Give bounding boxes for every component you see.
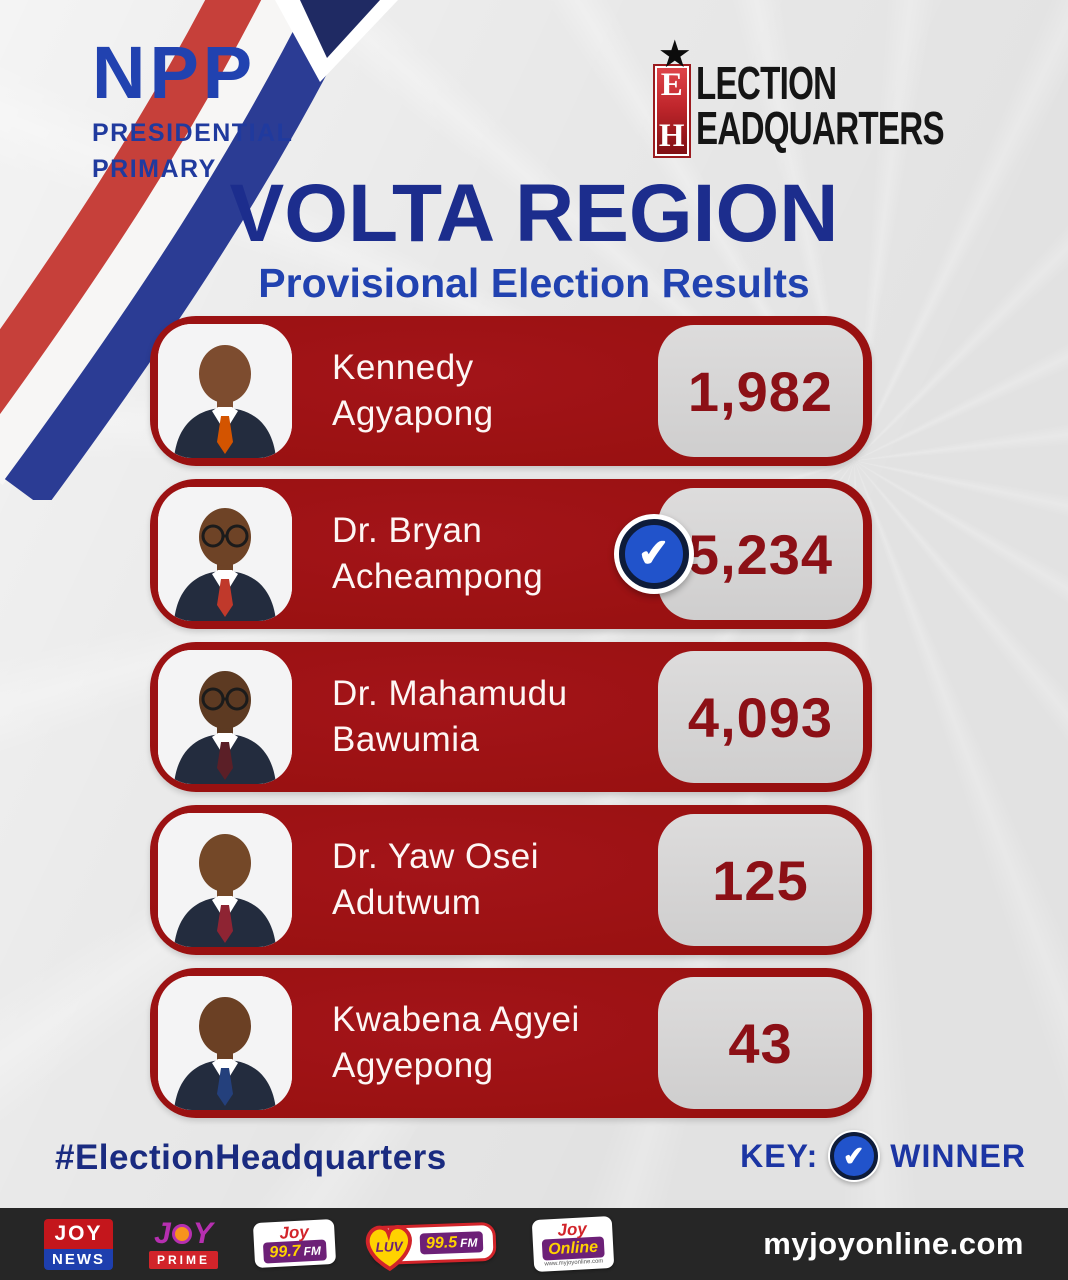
vote-count-box: 4,093 <box>658 651 863 783</box>
result-row: Dr. Bryan Acheampong ✔ 5,234 <box>150 479 872 629</box>
candidate-photo <box>158 976 292 1110</box>
candidate-photo <box>158 813 292 947</box>
joy-prime-y: Y <box>192 1217 213 1250</box>
luv-995-fm: FM <box>460 1235 479 1251</box>
joy-prime-logo: J Y PRIME <box>149 1217 219 1269</box>
candidate-name: Dr. Bryan Acheampong <box>332 508 543 600</box>
candidate-photo <box>158 650 292 784</box>
luv-995fm-logo: LUV 99.5 FM <box>366 1222 498 1272</box>
joy-news-top: JOY <box>44 1218 113 1249</box>
candidate-name-line1: Kwabena Agyei <box>332 999 580 1039</box>
footer-bar: JOY NEWS J Y PRIME Joy 99.7 FM LUV <box>0 1208 1068 1280</box>
joy-997-fm: FM <box>303 1244 322 1259</box>
joy-997-frequency: 99.7 <box>269 1243 302 1262</box>
candidate-photo <box>158 487 292 621</box>
luv-995-frequency: 99.5 <box>426 1234 458 1253</box>
vote-count: 125 <box>712 848 809 912</box>
joy-online-logo: Joy Online www.myjoyonline.com <box>531 1215 615 1273</box>
npp-logo-block: NPP PRESIDENTIAL PRIMARY <box>92 36 293 184</box>
vote-count-box: 1,982 <box>658 325 863 457</box>
result-row: Kwabena Agyei Agyepong ✔ 43 <box>150 968 872 1118</box>
check-icon: ✔ <box>842 1140 867 1172</box>
vote-count-box: 43 <box>658 977 863 1109</box>
npp-presidential-label: PRESIDENTIAL <box>92 119 294 147</box>
result-row: Dr. Mahamudu Bawumia ✔ 4,093 <box>150 642 872 792</box>
candidate-name-line1: Kennedy <box>332 347 474 387</box>
key-label: KEY: <box>740 1137 819 1174</box>
vote-count: 1,982 <box>687 359 834 423</box>
website-url: myjoyonline.com <box>763 1226 1024 1261</box>
winner-key-legend: KEY: ✔ WINNER <box>740 1130 1026 1182</box>
hashtag-label: #ElectionHeadquarters <box>55 1138 447 1177</box>
candidate-name-line2: Acheampong <box>332 557 544 596</box>
eh-line-lection: LECTION <box>695 57 837 109</box>
eh-letter-e: E <box>660 67 683 103</box>
eh-red-box: E H <box>652 64 691 158</box>
eh-letter-h: H <box>658 117 685 154</box>
candidate-name-line1: Dr. Mahamudu <box>332 673 568 713</box>
candidate-name: Kwabena Agyei Agyepong <box>332 997 580 1089</box>
npp-primary-label: PRIMARY <box>92 155 217 183</box>
candidate-name: Kennedy Agyapong <box>332 345 494 437</box>
vote-count: 5,234 <box>687 522 834 586</box>
winner-badge: ✔ <box>614 514 694 594</box>
candidate-name: Dr. Mahamudu Bawumia <box>332 671 568 763</box>
candidate-name-line1: Dr. Bryan <box>332 510 483 550</box>
page-title: VOLTA REGION <box>229 168 839 259</box>
vote-count: 43 <box>728 1011 793 1075</box>
result-row: Kennedy Agyapong ✔ 1,982 <box>150 316 872 466</box>
joy-prime-o-circle <box>171 1224 192 1244</box>
key-winner-badge: ✔ <box>828 1130 881 1182</box>
candidate-name-line2: Adutwum <box>332 883 482 922</box>
star-icon: ★ <box>657 34 692 76</box>
joy-news-bottom: NEWS <box>44 1248 113 1270</box>
candidate-name-line2: Agyepong <box>332 1046 494 1085</box>
joy-prime-label: PRIME <box>149 1251 219 1269</box>
result-row: Dr. Yaw Osei Adutwum ✔ 125 <box>150 805 872 955</box>
election-headquarters-logo: ★ E H LECTION EADQUARTERS <box>652 36 1040 158</box>
candidate-photo <box>158 324 292 458</box>
vote-count: 4,093 <box>687 685 834 749</box>
candidate-name-line2: Bawumia <box>332 720 480 759</box>
candidate-name: Dr. Yaw Osei Adutwum <box>332 834 539 926</box>
heart-icon: LUV <box>366 1225 413 1272</box>
results-list: Kennedy Agyapong ✔ 1,982 <box>150 316 872 1131</box>
eh-line-eadquarters: EADQUARTERS <box>695 102 945 155</box>
check-icon: ✔ <box>636 531 672 577</box>
joy-997fm-logo: Joy 99.7 FM <box>252 1219 337 1269</box>
candidate-name-line1: Dr. Yaw Osei <box>332 836 539 876</box>
winner-label: WINNER <box>890 1137 1026 1174</box>
candidate-name-line2: Agyapong <box>332 394 494 433</box>
npp-logo-text: NPP <box>92 31 257 114</box>
svg-text:LUV: LUV <box>376 1239 405 1255</box>
joy-news-logo: JOY NEWS <box>44 1218 113 1270</box>
joy-online-label: Online <box>547 1238 599 1259</box>
vote-count-box: 125 <box>658 814 863 946</box>
joy-prime-j: J <box>154 1217 171 1250</box>
page-subtitle: Provisional Election Results <box>258 259 810 306</box>
